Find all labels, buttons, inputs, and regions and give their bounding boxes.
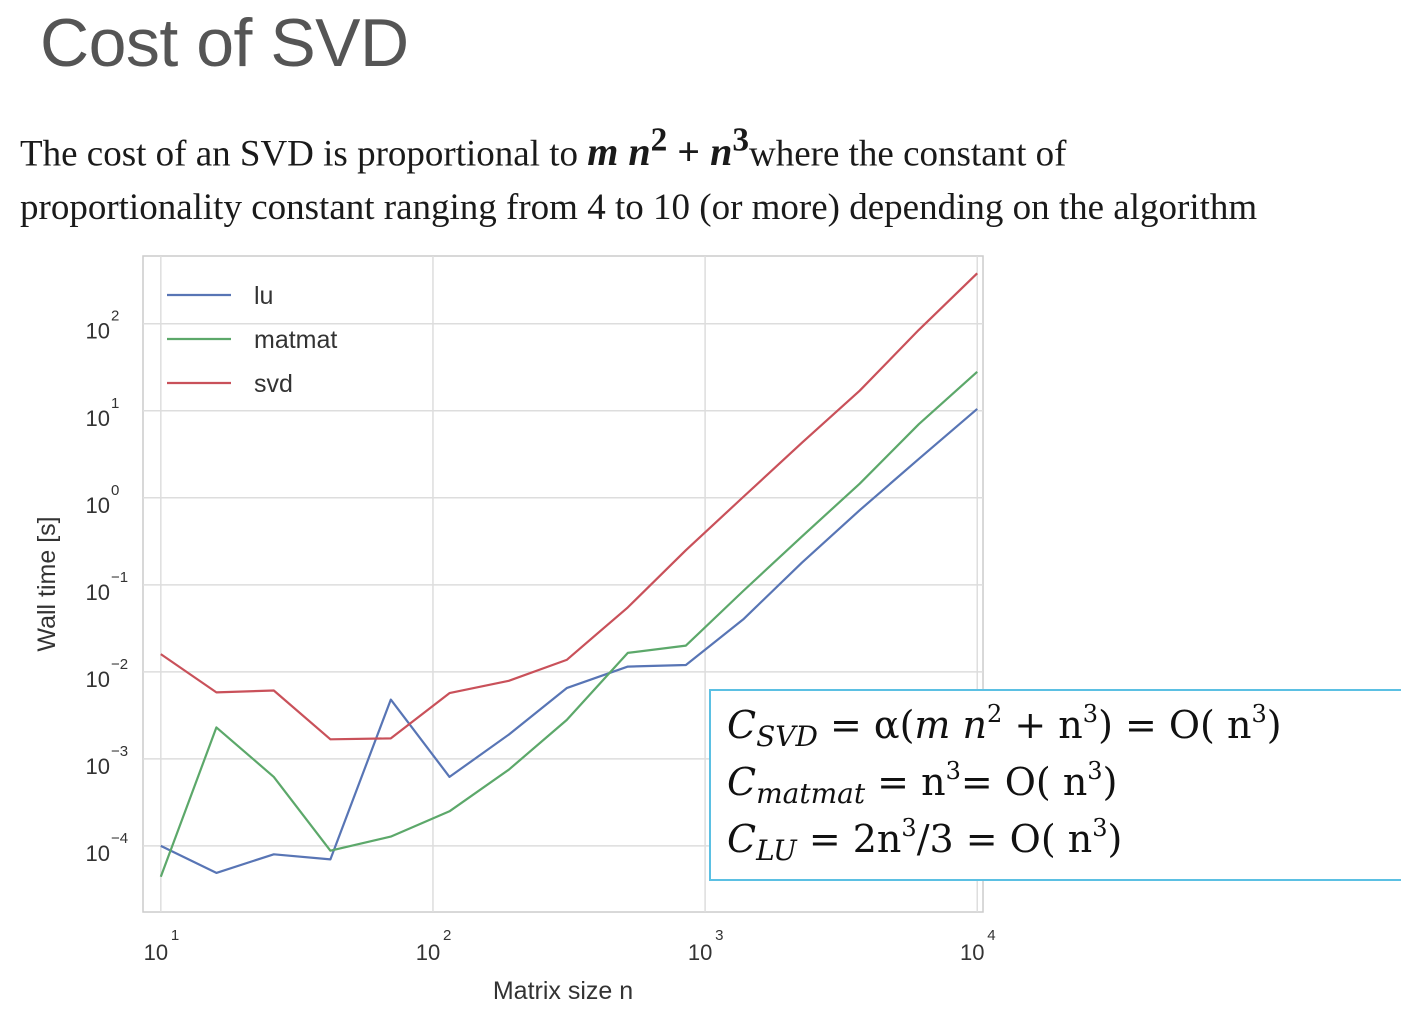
intro-formula-square: 2 [650,122,668,159]
intro-line-1: The cost of an SVD is proportional to m … [20,114,1400,181]
slide-title: Cost of SVD [40,5,409,81]
series-line-svd [160,272,978,741]
x-tick-exp-0: 1 [171,927,179,944]
y-tick-base-4: 10 [86,493,110,518]
x-tick-base-0: 10 [144,940,168,965]
x-tick-base-1: 10 [416,940,440,965]
formula-lu-c: C [727,817,757,861]
formula-svd-sub: SVD [756,720,818,753]
formula-svd-cube2: 3 [1251,700,1267,728]
legend-label-matmat: matmat [254,326,337,354]
y-tick-exp-2: −2 [111,656,128,673]
y-tick-base-5: 10 [86,406,110,431]
x-tick-base-3: 10 [960,940,984,965]
series-line-matmat [159,370,978,878]
formula-lu-cube: 3 [901,814,917,842]
formula-lu-cube2: 3 [1092,814,1108,842]
y-tick-exp-4: 0 [111,482,119,499]
y-tick-base-3: 10 [86,580,110,605]
formula-matmat-part2: = O( n [960,760,1088,804]
x-tick-exp-1: 2 [443,927,451,944]
formula-lu-part1: = 2n [796,817,902,861]
y-tick-exp-6: 2 [111,308,119,325]
intro-line-2: proportionality constant ranging from 4 … [20,187,1258,229]
y-tick-base-2: 10 [86,667,110,692]
y-tick-base-0: 10 [86,841,110,866]
intro-before: The cost of an SVD is proportional to [20,133,588,175]
y-tick-base-1: 10 [86,754,110,779]
formula-matmat-part1: = n [865,760,946,804]
x-tick-exp-2: 3 [715,927,723,944]
y-tick-exp-1: −3 [111,743,128,760]
legend-label-lu: lu [254,282,273,310]
y-tick-exp-0: −4 [111,830,128,847]
intro-formula-cube: 3 [732,122,750,159]
formula-svd-end: ) [1266,703,1282,747]
intro-formula-m: m [587,129,619,175]
series-line-lu [160,408,978,875]
formula-lu-sub: LU [756,834,797,867]
y-tick-exp-3: −1 [111,569,128,586]
formula-svd-part1: = α( [817,703,915,747]
intro-formula: m n2 + n3 [587,122,749,175]
formula-svd-plus: + n [1002,703,1083,747]
formula-matmat-cube: 3 [945,757,961,785]
formula-matmat-cube2: 3 [1087,757,1103,785]
formula-matmat-c: C [727,760,757,804]
formula-matmat-sub: matmat [756,777,866,810]
formula-svd-cube: 3 [1082,700,1099,728]
formula-svd: CSVD = α(m n2 + n3) = O( n3) [727,697,1401,754]
formula-matmat-end: ) [1102,760,1118,804]
legend-label-svd: svd [254,370,293,398]
intro-formula-n: n [628,129,651,175]
formula-matmat: Cmatmat = n3= O( n3) [727,754,1401,811]
y-tick-exp-5: 1 [111,395,119,412]
x-tick-exp-3: 4 [987,927,995,944]
series-lines [159,272,978,878]
intro-formula-plus: + [667,129,711,175]
formula-lu-part2: /3 = O( n [916,817,1093,861]
y-axis-label: Wall time [s] [33,516,61,651]
x-axis-label: Matrix size n [493,977,633,1005]
legend: lu matmat svd [167,282,337,398]
formula-svd-n: n [950,703,988,747]
formula-svd-part2: ) = O( n [1098,703,1252,747]
intro-text: The cost of an SVD is proportional to m … [20,114,1400,235]
formula-lu-end: ) [1107,817,1123,861]
formula-lu: CLU = 2n3/3 = O( n3) [727,811,1401,868]
formula-svd-m: m [914,703,951,747]
intro-formula-n2: n [710,129,733,175]
y-tick-base-6: 10 [86,319,110,344]
formula-svd-square: 2 [987,700,1003,728]
complexity-formula-box: CSVD = α(m n2 + n3) = O( n3) Cmatmat = n… [709,689,1401,881]
x-tick-base-2: 10 [688,940,712,965]
formula-svd-c: C [727,703,757,747]
intro-after: where the constant of [749,133,1067,175]
